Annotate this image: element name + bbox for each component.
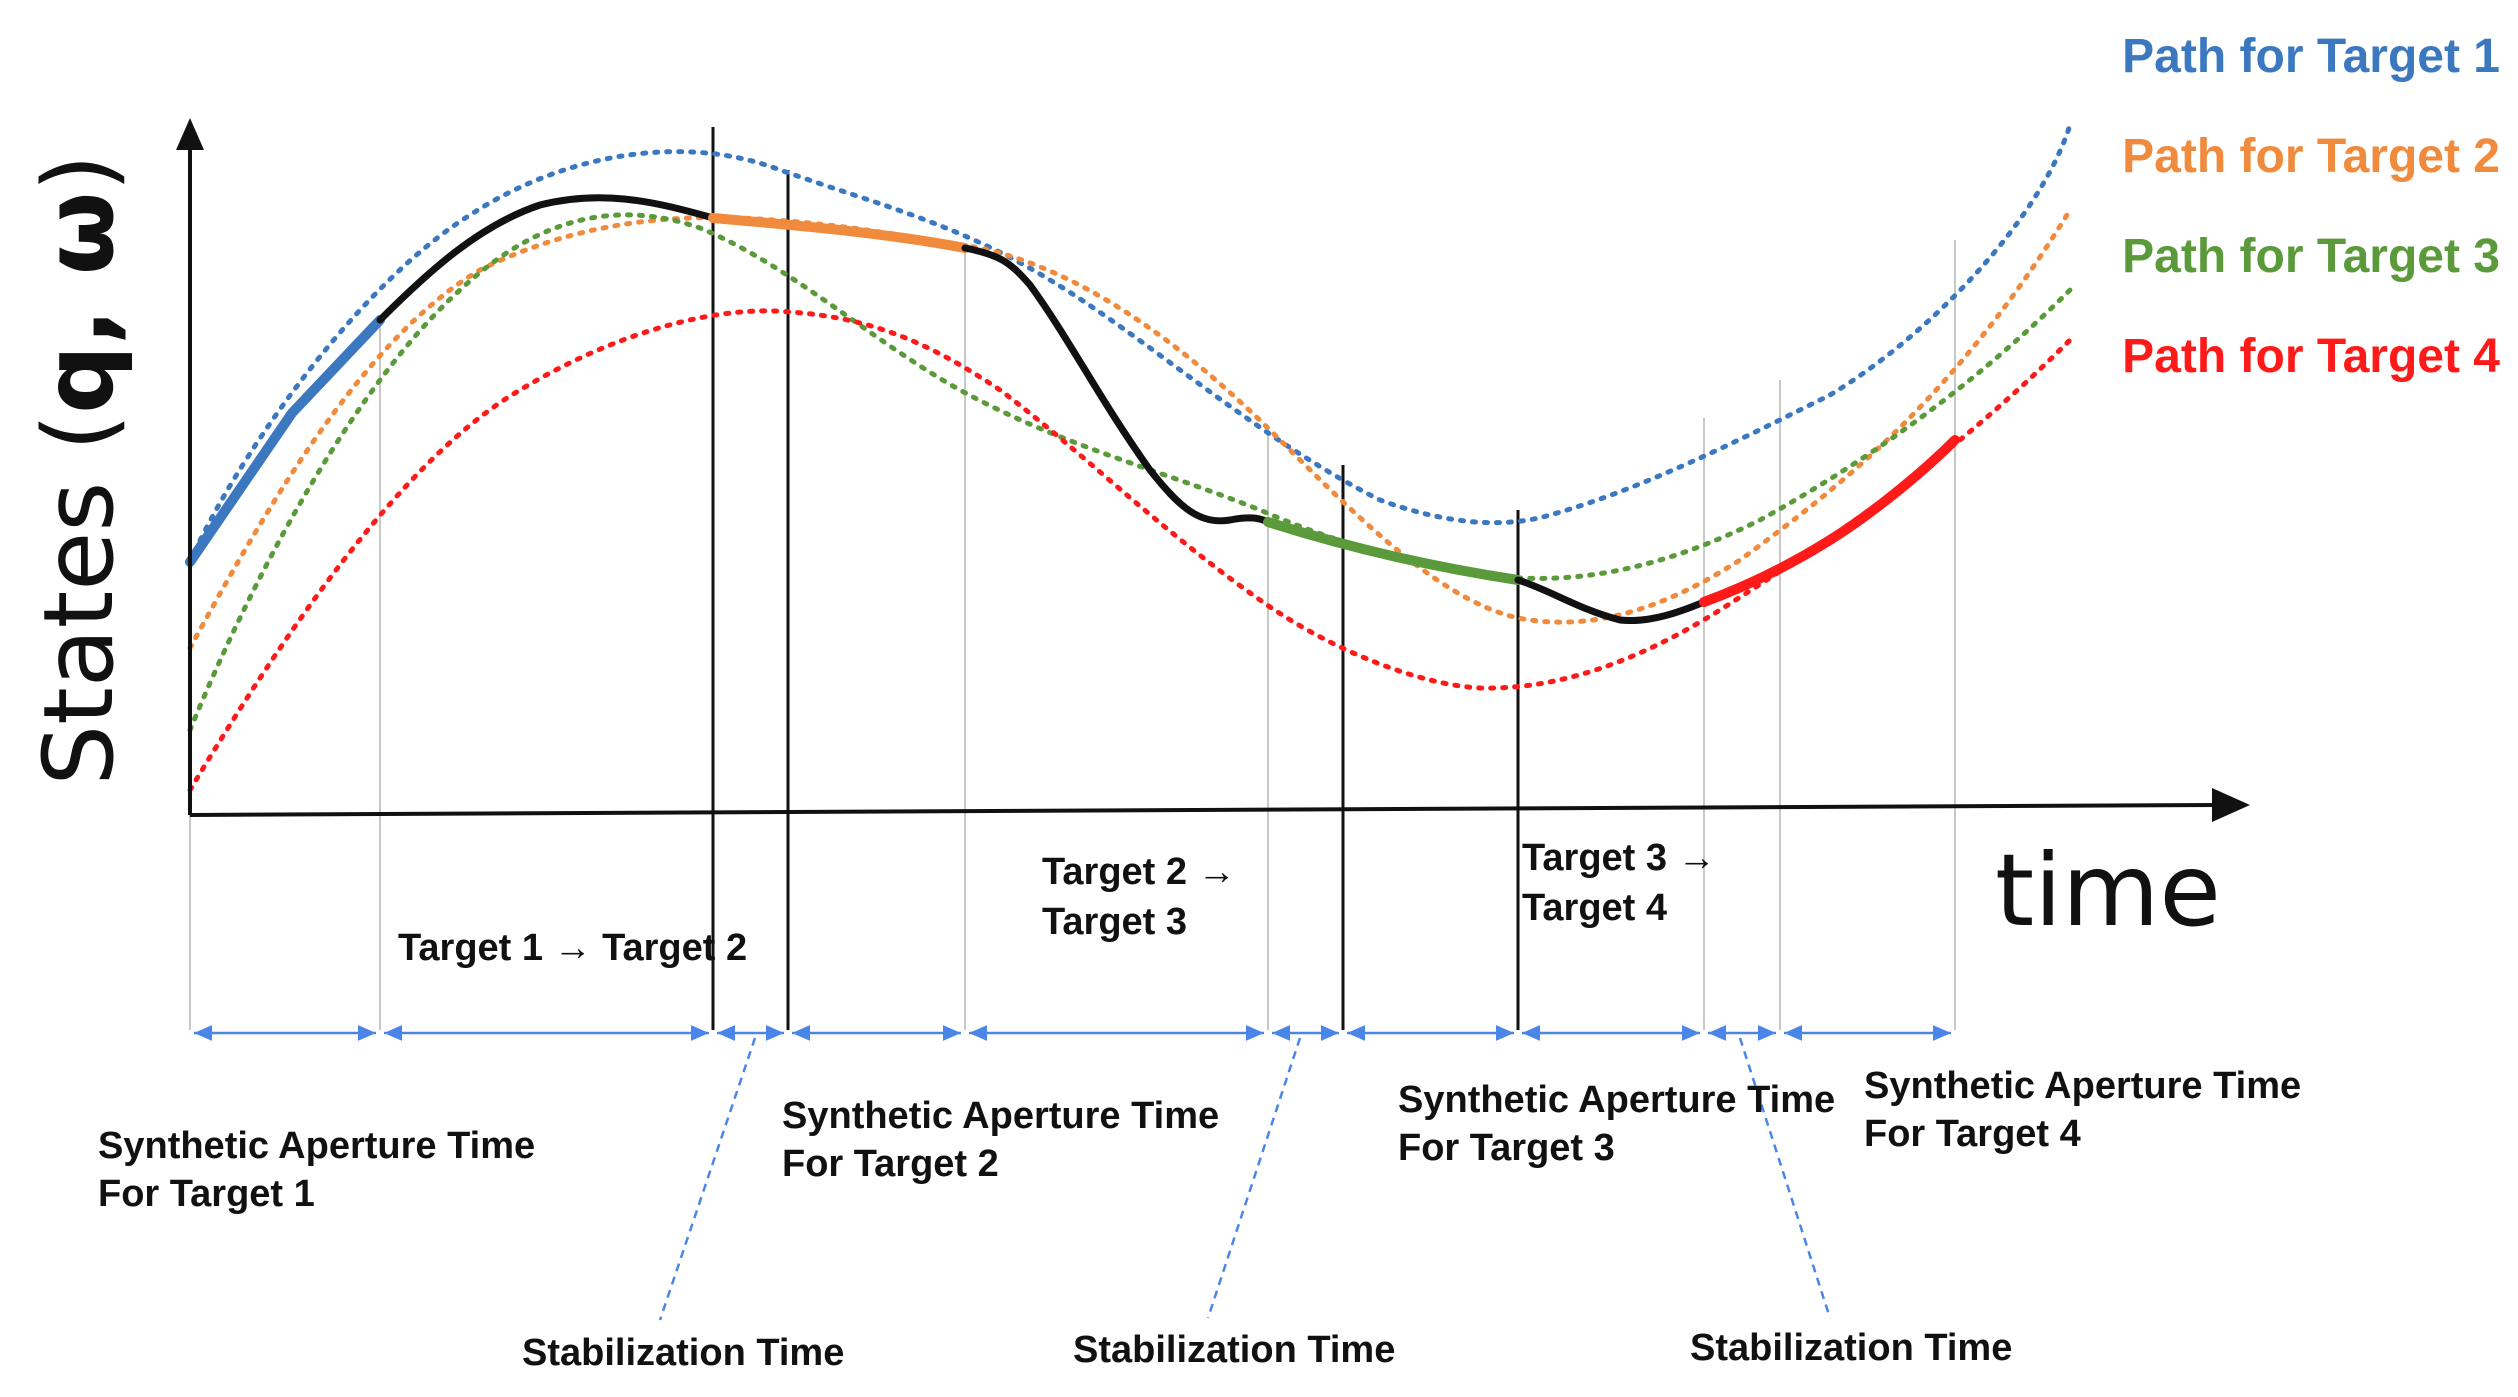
y-axis-label: States (q, ω) xyxy=(23,154,135,786)
time-interval-arrow xyxy=(1708,1025,1776,1041)
aperture-target-4-line2: For Target 4 xyxy=(1864,1113,2081,1155)
legend-target-2: Path for Target 2 xyxy=(2122,130,2500,183)
stabilization-label-1: Stabilization Time xyxy=(522,1332,844,1374)
aperture-target-2-line2: For Target 2 xyxy=(782,1143,999,1185)
transition-labels: Target 1 → Target 2 Target 2 → Target 3 … xyxy=(398,837,1716,969)
actual-path-black-3 xyxy=(1514,576,1708,624)
transition-t2-t3-line1: Target 2 → xyxy=(1042,851,1236,893)
actual-segment-target-4 xyxy=(1699,435,1960,607)
transition-t3-t4-line2: Target 4 xyxy=(1522,887,1667,929)
transition-t3-t4-line1: Target 3 → xyxy=(1522,837,1716,879)
y-axis-arrowhead xyxy=(176,118,204,150)
time-interval-arrow xyxy=(717,1025,784,1041)
time-interval-arrow xyxy=(1347,1025,1514,1041)
x-axis xyxy=(189,803,2221,817)
actual-trajectory xyxy=(185,194,1960,624)
path-target-2 xyxy=(187,207,2073,651)
aperture-target-4-line1: Synthetic Aperture Time xyxy=(1864,1065,2301,1107)
time-interval-arrow xyxy=(194,1025,376,1041)
aperture-target-1-line1: Synthetic Aperture Time xyxy=(98,1125,535,1167)
aperture-target-3-line1: Synthetic Aperture Time xyxy=(1398,1079,1835,1121)
actual-segment-target-3 xyxy=(1263,517,1523,585)
path-target-3 xyxy=(187,212,2073,733)
legend-target-4: Path for Target 4 xyxy=(2122,330,2500,383)
aperture-target-1-line2: For Target 1 xyxy=(98,1173,315,1215)
actual-path-black-1 xyxy=(376,194,717,324)
transition-t2-t3-line2: Target 3 xyxy=(1042,901,1187,943)
time-interval-arrow xyxy=(792,1025,961,1041)
stabilization-label-3: Stabilization Time xyxy=(1690,1327,2012,1369)
actual-segment-target-2 xyxy=(708,213,970,253)
time-interval-arrow xyxy=(1522,1025,1700,1041)
aperture-target-2-line1: Synthetic Aperture Time xyxy=(782,1095,1219,1137)
transition-boundaries xyxy=(711,127,1520,1030)
stabilization-pointers xyxy=(658,1037,1832,1321)
time-interval-arrows xyxy=(194,1025,1951,1041)
time-interval-arrow xyxy=(384,1025,709,1041)
candidate-paths xyxy=(187,122,2073,793)
actual-segment-target-1 xyxy=(185,315,385,567)
axes xyxy=(176,118,2250,822)
actual-path-black-2 xyxy=(961,244,1272,526)
path-target-4 xyxy=(187,308,2073,793)
x-axis-arrowhead xyxy=(2212,788,2250,822)
stabilization-label-2: Stabilization Time xyxy=(1073,1329,1395,1371)
path-target-1 xyxy=(187,122,2073,565)
time-interval-arrow xyxy=(969,1025,1264,1041)
legend: Path for Target 1 Path for Target 2 Path… xyxy=(2122,30,2500,383)
legend-target-1: Path for Target 1 xyxy=(2122,30,2500,83)
x-axis-label: time xyxy=(1995,832,2221,949)
time-interval-arrow xyxy=(1272,1025,1339,1041)
time-interval-arrow xyxy=(1784,1025,1951,1041)
transition-t1-t2: Target 1 → Target 2 xyxy=(398,927,747,969)
aperture-target-3-line2: For Target 3 xyxy=(1398,1127,1615,1169)
stabilization-labels: Stabilization Time Stabilization Time St… xyxy=(522,1327,2012,1374)
aperture-labels: Synthetic Aperture Time For Target 1 Syn… xyxy=(98,1065,2301,1215)
legend-target-3: Path for Target 3 xyxy=(2122,230,2500,283)
